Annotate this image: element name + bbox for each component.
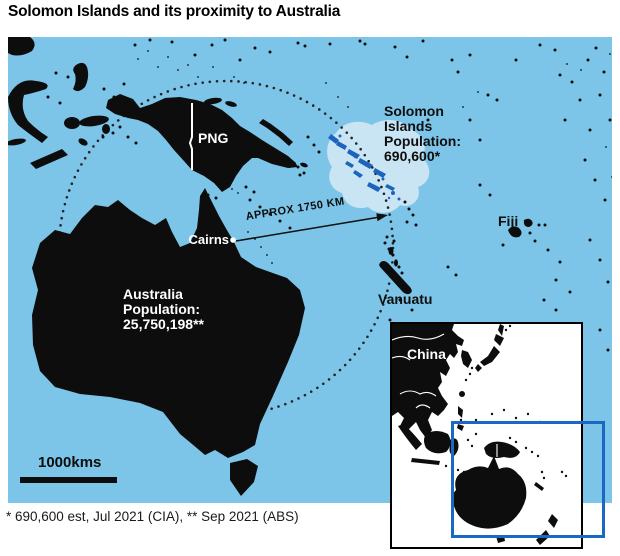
png-border-line [188,103,193,170]
solomon-halo [327,119,430,213]
australia-label: Australia Population: 25,750,198** [123,287,204,332]
solomon-islands-group [328,134,401,201]
inset-asia-landmass [392,324,464,438]
inset-australia [452,456,527,529]
page-title: Solomon Islands and its proximity to Aus… [8,3,341,20]
cairns-label: Cairns [188,232,229,247]
inset-canvas [392,324,568,545]
australia-label-line3: 25,750,198** [123,316,204,332]
fiji-landmass [508,226,522,238]
scale-bar [20,477,117,483]
distance-arrow [235,213,388,242]
map-canvas [8,37,612,496]
cairns-dot [230,237,236,243]
footnote: * 690,600 est, Jul 2021 (CIA), ** Sep 20… [6,509,299,524]
main-map: PNG Solomon Islands Population: 690,600*… [8,37,612,503]
solomon-label-line4: 690,600* [384,148,441,164]
scale-label: 1000kms [38,454,102,471]
vanuatu-label: Vanuatu [378,291,433,307]
new-caledonia-landmass [379,261,412,295]
inset-landmasses [392,324,568,545]
solomon-label-line2: Islands [384,118,433,134]
inset-map: China [390,322,583,549]
tasmania-landmass [230,459,258,496]
australia-label-line1: Australia [123,286,183,302]
solomon-label-line1: Solomon [384,103,444,119]
inset-new-guinea [484,441,520,458]
solomon-label: Solomon Islands Population: 690,600* [384,104,461,164]
landmasses [8,37,612,496]
solomon-label-line3: Population: [384,133,461,149]
scattered-islands [46,38,612,362]
scattered-islets [137,50,612,264]
new-guinea-landmass [106,94,296,192]
fiji-label: Fiji [498,213,519,229]
china-label: China [407,346,446,362]
png-label: PNG [198,130,229,146]
inset-borders [392,333,498,457]
australia-landmass [32,188,305,458]
australia-label-line2: Population: [123,301,200,317]
highlight-box [451,421,605,538]
